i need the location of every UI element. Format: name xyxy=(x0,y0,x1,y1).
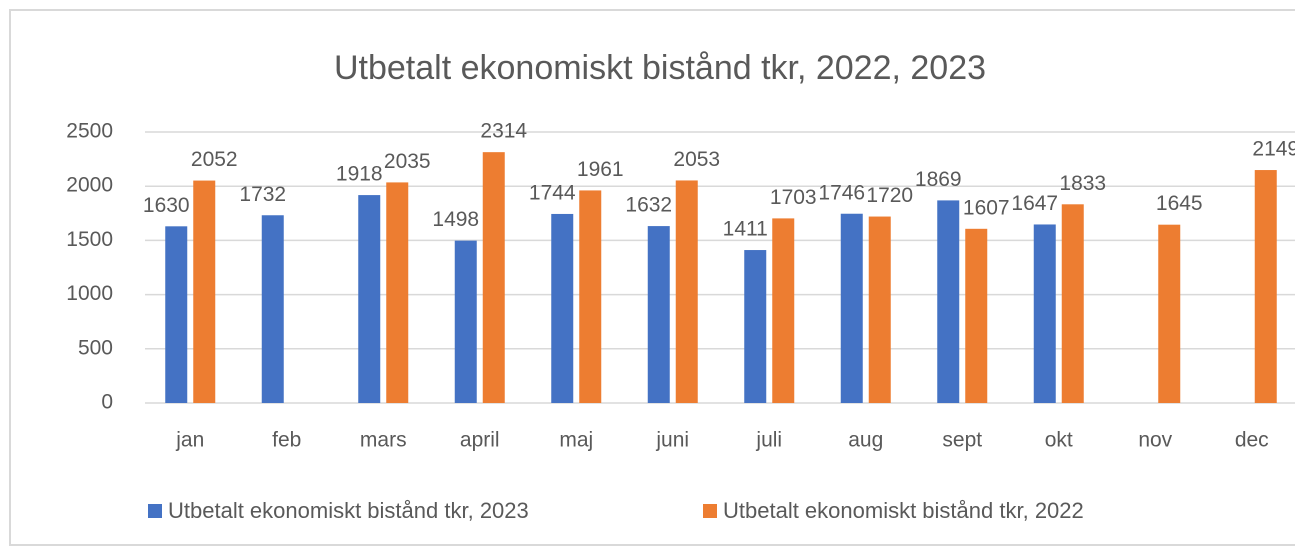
bar xyxy=(840,213,863,403)
data-label: 1498 xyxy=(432,208,479,231)
bar xyxy=(772,218,795,403)
chart-title: Utbetalt ekonomiskt bistånd tkr, 2022, 2… xyxy=(334,49,986,87)
bar xyxy=(937,200,960,403)
data-label: 2035 xyxy=(384,150,431,173)
bar xyxy=(1061,204,1084,403)
data-label: 1607 xyxy=(963,196,1010,219)
y-tick-label: 1500 xyxy=(66,228,113,251)
x-tick-label: dec xyxy=(1235,429,1269,452)
y-tick-label: 2500 xyxy=(66,120,113,143)
bar xyxy=(647,226,670,403)
data-label: 1869 xyxy=(915,168,962,191)
bar xyxy=(579,190,602,403)
x-tick-label: sept xyxy=(942,429,982,452)
legend-label: Utbetalt ekonomiskt bistånd tkr, 2023 xyxy=(168,498,529,523)
bar xyxy=(1033,224,1056,403)
x-tick-label: juli xyxy=(755,429,782,452)
data-label: 2053 xyxy=(673,148,720,171)
bar xyxy=(1254,170,1277,403)
x-tick-label: juni xyxy=(655,429,689,452)
data-label: 1645 xyxy=(1156,192,1203,215)
data-label: 1630 xyxy=(143,194,190,217)
data-label: 1744 xyxy=(529,181,576,204)
data-label: 1632 xyxy=(625,194,672,217)
data-label: 1746 xyxy=(818,181,865,204)
data-label: 2149 xyxy=(1252,138,1295,161)
data-label: 1732 xyxy=(239,183,286,206)
bar xyxy=(165,226,188,403)
x-tick-label: feb xyxy=(272,429,301,452)
data-label: 1720 xyxy=(866,184,913,207)
data-label: 1961 xyxy=(577,158,624,181)
data-label: 1918 xyxy=(336,163,383,186)
x-tick-label: mars xyxy=(360,429,407,452)
chart-border xyxy=(9,9,1295,546)
data-label: 2052 xyxy=(191,148,238,171)
x-tick-label: nov xyxy=(1138,429,1172,452)
legend-swatch xyxy=(148,504,162,518)
bar xyxy=(965,228,988,403)
legend-swatch xyxy=(703,504,717,518)
data-label: 1411 xyxy=(723,218,768,241)
data-label: 1647 xyxy=(1011,192,1058,215)
bar xyxy=(1158,224,1181,403)
y-tick-label: 1000 xyxy=(66,282,113,305)
bar xyxy=(386,182,409,403)
x-tick-label: aug xyxy=(848,429,883,452)
x-tick-label: maj xyxy=(559,429,593,452)
data-label: 2314 xyxy=(480,120,527,143)
bar xyxy=(261,215,284,403)
x-tick-label: april xyxy=(460,429,500,452)
bar xyxy=(868,216,891,403)
bar xyxy=(193,180,216,403)
bar xyxy=(482,152,505,403)
data-label: 1833 xyxy=(1059,172,1106,195)
data-label: 1703 xyxy=(770,186,817,209)
bar xyxy=(551,213,574,403)
bar xyxy=(454,240,477,403)
bar xyxy=(675,180,698,403)
x-tick-label: okt xyxy=(1045,429,1073,452)
y-tick-label: 2000 xyxy=(66,174,113,197)
legend-label: Utbetalt ekonomiskt bistånd tkr, 2022 xyxy=(723,498,1084,523)
x-tick-label: jan xyxy=(175,429,204,452)
y-tick-label: 500 xyxy=(78,336,113,359)
bar xyxy=(744,250,767,403)
bar xyxy=(358,195,381,403)
y-tick-label: 0 xyxy=(101,391,113,414)
